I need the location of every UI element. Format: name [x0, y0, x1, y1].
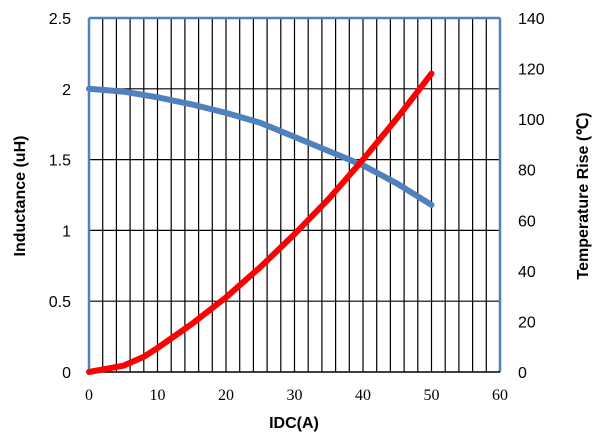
tick-labels: 0 0.5 1 1.5 2 2.5 0 20 40 60 80 100 120 140 0 10 20 30 40 5… [49, 11, 545, 404]
y-axis-title: Inductance (uH) [12, 136, 29, 257]
plot-frame [87, 16, 502, 373]
series-group [86, 70, 435, 375]
x-axis-title: IDC(A) [269, 415, 319, 432]
y-tick-label: 1 [62, 223, 71, 240]
x-tick-label: 10 [150, 387, 166, 404]
y2-tick-label: 40 [518, 264, 536, 281]
x-tick-label: 40 [355, 387, 371, 404]
y2-tick-label: 20 [518, 314, 536, 331]
y-tick-label: 0.5 [49, 294, 71, 311]
y2-tick-label: 0 [518, 365, 527, 382]
temperature-rise-line [86, 70, 435, 375]
y2-tick-label: 60 [518, 213, 536, 230]
y-tick-label: 2 [62, 82, 71, 99]
y-tick-label: 0 [62, 365, 71, 382]
inductance-line [86, 85, 435, 208]
x-tick-label: 0 [85, 387, 93, 404]
x-tick-label: 60 [492, 387, 508, 404]
y2-tick-label: 100 [518, 112, 545, 129]
y2-tick-label: 120 [518, 62, 545, 79]
y-tick-label: 2.5 [49, 11, 71, 28]
grid [89, 18, 500, 372]
y2-axis-title: Temperature Rise (℃) [575, 112, 592, 279]
x-tick-label: 50 [424, 387, 440, 404]
x-tick-label: 20 [218, 387, 234, 404]
x-tick-label: 30 [287, 387, 303, 404]
y2-tick-label: 140 [518, 11, 545, 28]
y-tick-label: 1.5 [49, 153, 71, 170]
y2-tick-label: 80 [518, 163, 536, 180]
